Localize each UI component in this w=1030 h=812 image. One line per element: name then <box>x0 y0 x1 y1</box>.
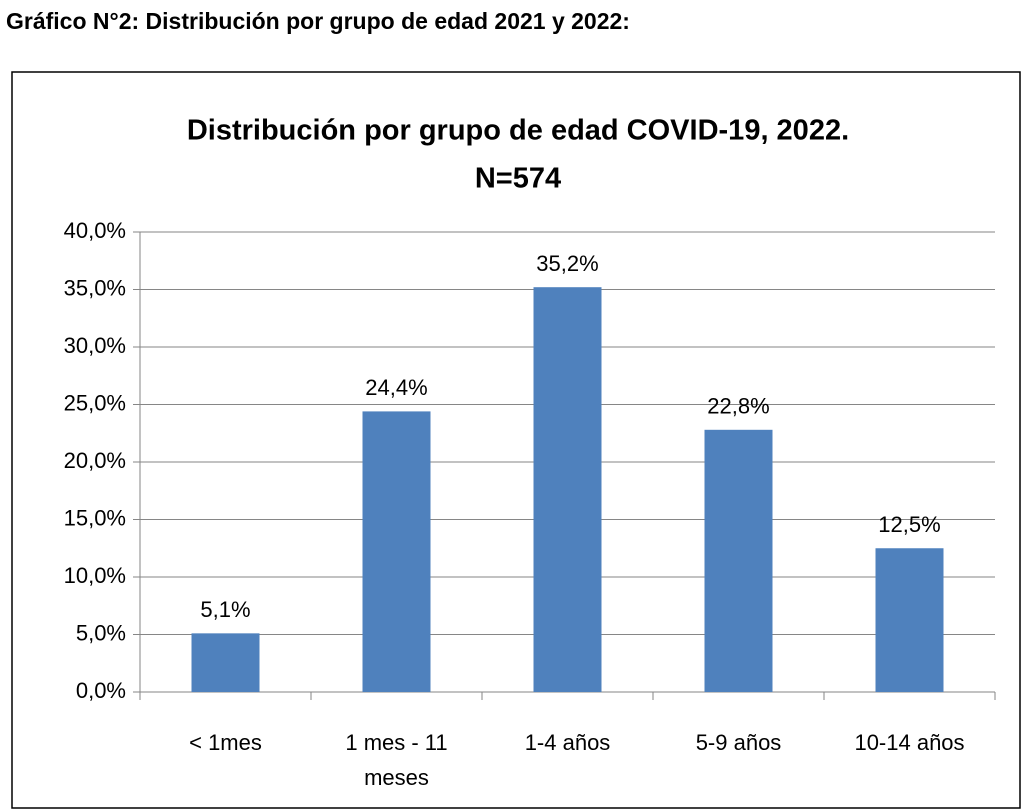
bar <box>362 411 431 692</box>
y-tick-label: 25,0% <box>64 390 126 415</box>
chart-title: Distribución por grupo de edad COVID-19,… <box>187 115 849 147</box>
x-tick-label: 1 mes - 11 meses <box>345 730 448 790</box>
bar <box>704 429 773 692</box>
value-label: 5,1% <box>200 597 250 622</box>
x-tick-label: 10-14 años <box>854 730 965 755</box>
x-tick-label: 5-9 años <box>695 730 782 755</box>
bar <box>533 287 602 692</box>
bar <box>191 633 260 692</box>
chart-subtitle: N=574 <box>475 163 561 195</box>
y-tick-label: 35,0% <box>64 275 126 300</box>
x-tick-label: < 1mes <box>189 730 262 755</box>
y-tick-label: 5,0% <box>76 620 126 645</box>
value-label: 22,8% <box>707 394 769 419</box>
bar <box>875 548 944 692</box>
x-tick-label: 1-4 años <box>524 730 611 755</box>
y-tick-label: 10,0% <box>64 563 126 588</box>
y-tick-label: 0,0% <box>76 678 126 703</box>
heading: Gráfico N°2: Distribución por grupo de e… <box>6 8 630 34</box>
value-label: 24,4% <box>365 375 427 400</box>
y-tick-label: 30,0% <box>64 333 126 358</box>
y-tick-label: 20,0% <box>64 448 126 473</box>
y-tick-label: 15,0% <box>64 505 126 530</box>
chart-border <box>11 71 1021 809</box>
value-label: 12,5% <box>878 512 940 537</box>
y-tick-label: 40,0% <box>64 218 126 243</box>
value-label: 35,2% <box>536 251 598 276</box>
